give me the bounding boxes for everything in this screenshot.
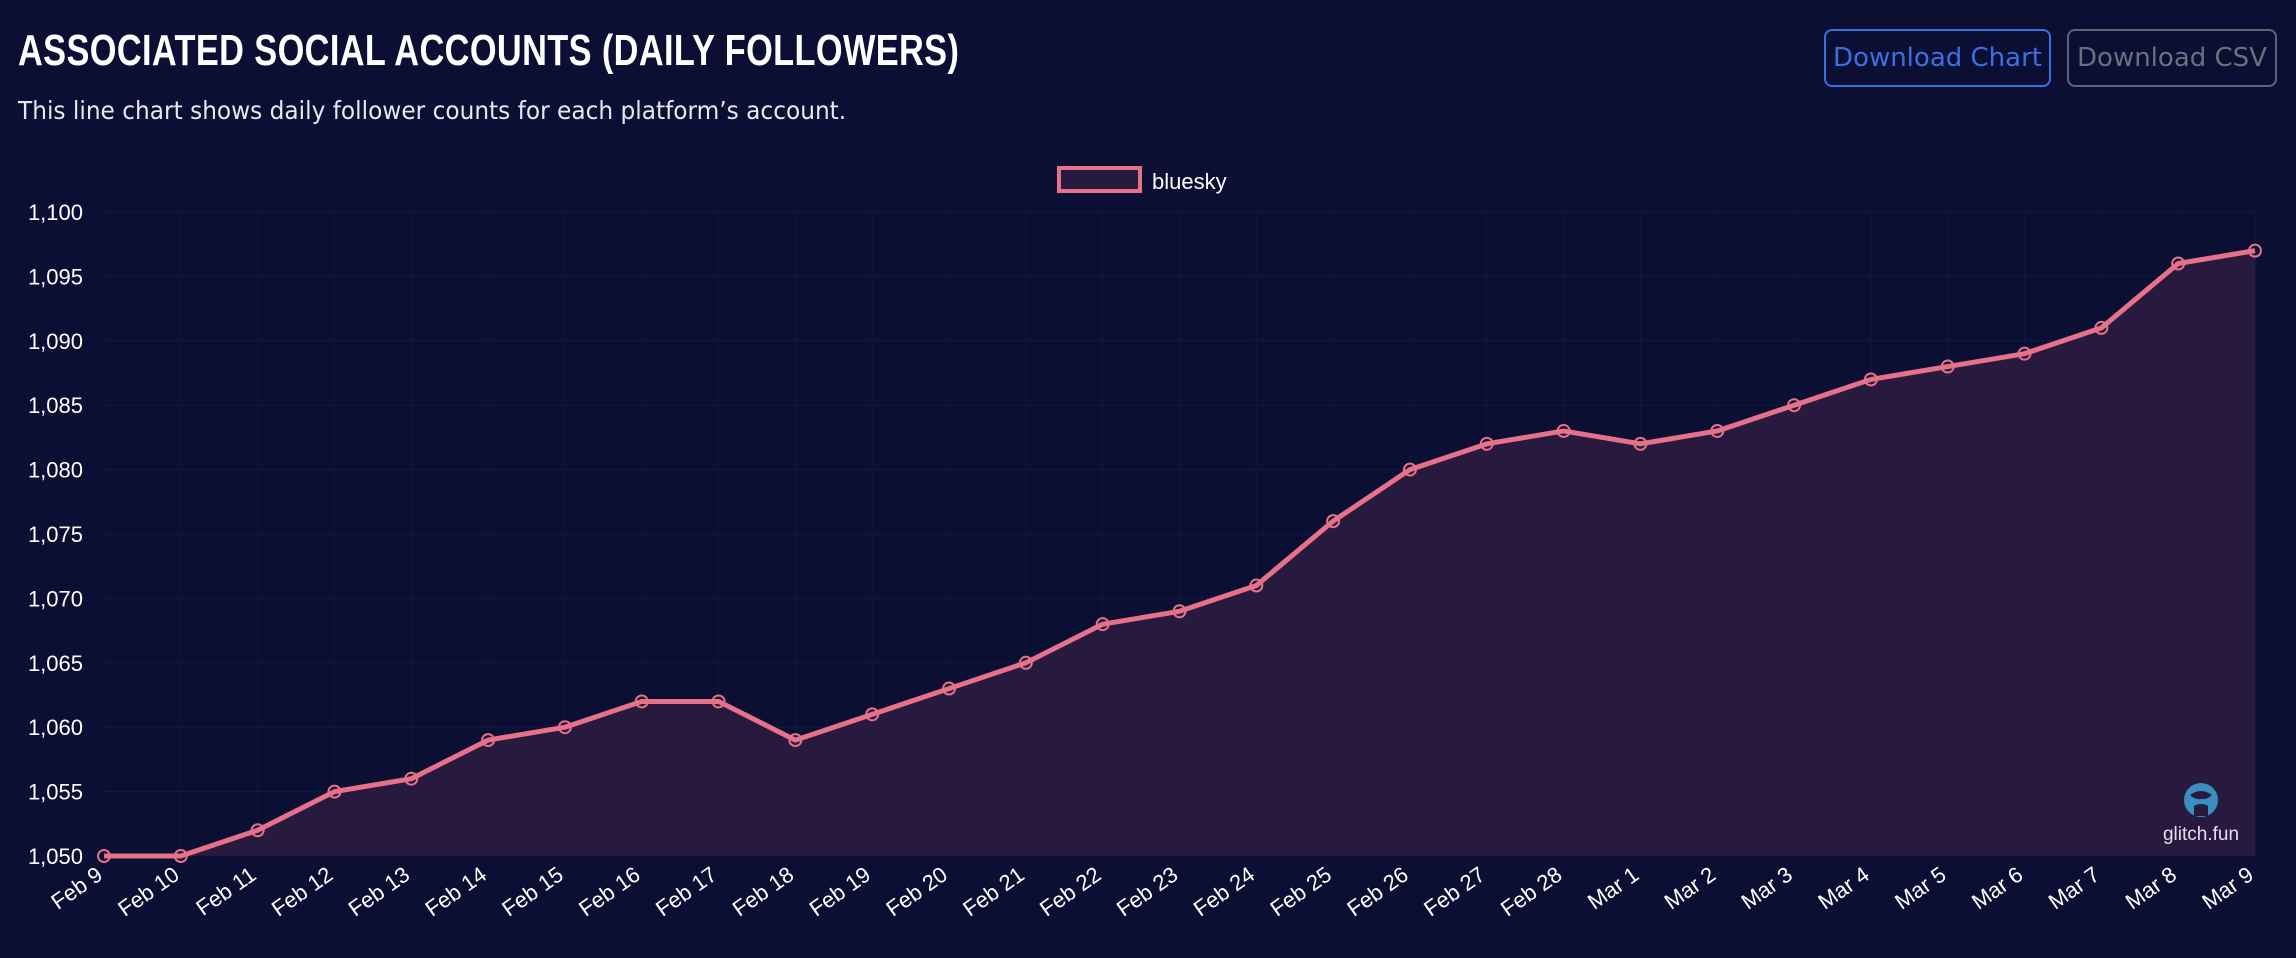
x-tick-label: Mar 2 bbox=[1660, 862, 1720, 915]
data-point[interactable] bbox=[173, 849, 188, 863]
data-point[interactable] bbox=[1402, 462, 1417, 477]
page-title: ASSOCIATED SOCIAL ACCOUNTS (DAILY FOLLOW… bbox=[18, 26, 960, 75]
data-point[interactable] bbox=[1940, 359, 1955, 374]
watermark: glitch.fun bbox=[2163, 783, 2239, 845]
data-point[interactable] bbox=[250, 823, 265, 838]
watermark-text: glitch.fun bbox=[2163, 824, 2239, 845]
data-points bbox=[97, 243, 2262, 863]
data-point[interactable] bbox=[1326, 514, 1341, 529]
data-point[interactable] bbox=[1018, 655, 1033, 670]
data-point[interactable] bbox=[97, 849, 111, 863]
data-point[interactable] bbox=[481, 733, 496, 748]
y-tick-label: 1,050 bbox=[28, 844, 83, 869]
x-tick-label: Mar 3 bbox=[1737, 862, 1797, 915]
data-point[interactable] bbox=[788, 733, 803, 748]
data-point[interactable] bbox=[1710, 423, 1725, 438]
x-tick-label: Feb 14 bbox=[421, 862, 491, 922]
x-tick-label: Feb 15 bbox=[497, 862, 567, 922]
x-tick-label: Feb 25 bbox=[1266, 862, 1336, 922]
y-tick-label: 1,055 bbox=[28, 780, 83, 805]
x-tick-label: Feb 17 bbox=[651, 862, 721, 922]
legend-swatch-bluesky[interactable] bbox=[1057, 166, 1142, 193]
x-tick-label: Feb 18 bbox=[728, 862, 798, 922]
data-point[interactable] bbox=[1249, 578, 1264, 593]
page-subtitle: This line chart shows daily follower cou… bbox=[18, 96, 847, 125]
x-tick-label: Feb 20 bbox=[881, 862, 951, 922]
x-tick-label: Mar 9 bbox=[2197, 862, 2257, 915]
y-tick-label: 1,100 bbox=[28, 200, 83, 225]
data-point[interactable] bbox=[1172, 604, 1187, 619]
data-point[interactable] bbox=[327, 784, 342, 799]
x-tick-label: Feb 28 bbox=[1496, 862, 1566, 922]
x-tick-label: Mar 7 bbox=[2044, 862, 2104, 915]
data-point[interactable] bbox=[634, 694, 649, 709]
x-tick-label: Feb 21 bbox=[958, 862, 1028, 922]
data-point[interactable] bbox=[1095, 617, 1110, 632]
data-point[interactable] bbox=[2094, 320, 2109, 335]
x-tick-label: Mar 8 bbox=[2121, 862, 2181, 915]
x-tick-label: Mar 5 bbox=[1890, 862, 1950, 915]
x-tick-label: Feb 9 bbox=[46, 862, 106, 915]
x-tick-label: Feb 13 bbox=[344, 862, 414, 922]
data-point[interactable] bbox=[557, 720, 572, 735]
y-tick-label: 1,085 bbox=[28, 393, 83, 418]
series-area-bluesky bbox=[104, 250, 2255, 856]
data-point[interactable] bbox=[2171, 256, 2186, 271]
x-tick-label: Feb 27 bbox=[1419, 862, 1489, 922]
y-tick-label: 1,080 bbox=[28, 458, 83, 483]
data-point[interactable] bbox=[2017, 346, 2032, 361]
data-point[interactable] bbox=[1556, 423, 1571, 438]
x-tick-label: Mar 6 bbox=[1967, 862, 2027, 915]
data-point[interactable] bbox=[711, 694, 726, 709]
x-tick-label: Feb 19 bbox=[805, 862, 875, 922]
data-point[interactable] bbox=[865, 707, 880, 722]
y-tick-label: 1,090 bbox=[28, 329, 83, 354]
legend-label-bluesky[interactable]: bluesky bbox=[1152, 169, 1227, 194]
x-tick-label: Feb 22 bbox=[1035, 862, 1105, 922]
data-point[interactable] bbox=[2248, 243, 2262, 258]
y-tick-label: 1,075 bbox=[28, 522, 83, 547]
data-point[interactable] bbox=[404, 771, 419, 786]
series-line-bluesky bbox=[104, 248, 2256, 859]
x-tick-label: Feb 10 bbox=[113, 862, 183, 922]
data-point[interactable] bbox=[1787, 398, 1802, 413]
x-tick-label: Feb 24 bbox=[1189, 862, 1259, 922]
x-tick-label: Feb 26 bbox=[1342, 862, 1412, 922]
y-tick-label: 1,060 bbox=[28, 715, 83, 740]
download-chart-button[interactable]: Download Chart bbox=[1824, 29, 2051, 87]
x-tick-label: Feb 12 bbox=[267, 862, 337, 922]
y-tick-label: 1,065 bbox=[28, 651, 83, 676]
x-axis: Feb 9 Feb 10 Feb 11 Feb 12 Feb 13 Feb 14 Feb 1… bbox=[46, 862, 2257, 922]
y-axis: 1,050 1,055 1,060 1,065 1,070 1,075 1,080 1,085… bbox=[28, 200, 83, 869]
data-point[interactable] bbox=[1863, 372, 1878, 387]
data-point[interactable] bbox=[1479, 436, 1494, 451]
x-tick-label: Feb 16 bbox=[574, 862, 644, 922]
data-point[interactable] bbox=[1633, 436, 1648, 451]
x-tick-label: Mar 4 bbox=[1813, 862, 1873, 915]
glitch-logo-icon bbox=[2184, 783, 2218, 817]
download-csv-button[interactable]: Download CSV bbox=[2067, 29, 2277, 87]
y-tick-label: 1,070 bbox=[28, 586, 83, 611]
x-tick-label: Feb 11 bbox=[191, 862, 260, 921]
legend[interactable]: bluesky bbox=[1057, 166, 1227, 194]
x-tick-label: Mar 1 bbox=[1583, 862, 1643, 915]
x-tick-label: Feb 23 bbox=[1112, 862, 1182, 922]
data-point[interactable] bbox=[942, 681, 957, 696]
y-tick-label: 1,095 bbox=[28, 264, 83, 289]
